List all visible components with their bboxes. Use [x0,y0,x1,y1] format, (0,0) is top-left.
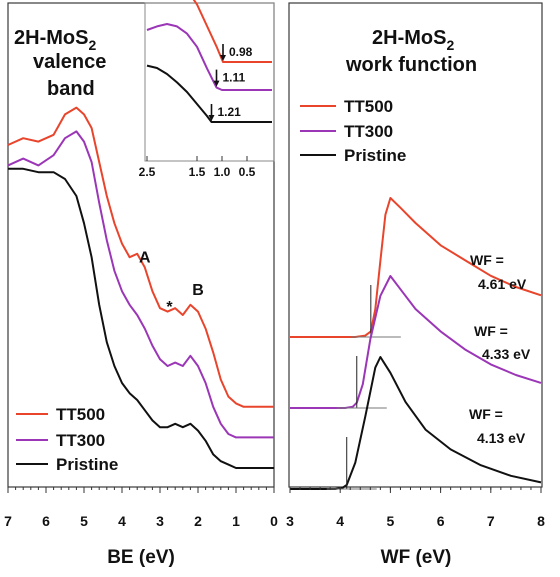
wf-curve-pristine [290,356,542,490]
valence-curve-tt300 [7,130,274,439]
work-function-labels: WF = 4.61 eV WF = 4.33 eV WF = 4.13 eV [469,252,531,446]
valence-band-x-ticks: 7 6 5 4 3 2 1 0 [4,487,278,529]
inset-x-tick-label: 1.0 [214,165,231,179]
valence-title-line1: 2H-MoS2 [14,27,96,53]
work-function-curves [290,197,542,490]
work-function-frame [288,2,543,488]
wf-value-label-pristine-line1: WF = [469,406,503,422]
wf-value-label-tt300-line1: WF = [474,323,508,339]
wf-curve-tt300 [290,275,542,409]
valence-inset: 2.5 1.5 1.0 0.5 0.98 1.11 1.21 [139,0,275,179]
wf-value-label-tt300-line2: 4.33 eV [482,346,531,362]
inset-curve-pristine [146,64,272,123]
valence-x-tick-label: 2 [194,513,202,529]
wf-x-tick-label: 5 [387,513,395,529]
wf-legend-label-tt500: TT500 [344,97,393,116]
legend-label-tt500: TT500 [56,405,105,424]
valence-band-curves [7,106,274,469]
valence-curve-tt500 [7,106,274,408]
inset-x-tick-label: 2.5 [139,165,156,179]
valence-title-line2: valence [33,51,106,73]
legend-label-tt300: TT300 [56,431,105,450]
valence-x-tick-label: 5 [80,513,88,529]
inset-curve-tt500 [192,0,272,63]
wf-legend-label-tt300: TT300 [344,122,393,141]
inset-frame [144,2,275,162]
valence-annotation-star: * [166,299,173,316]
valence-x-tick-label: 1 [232,513,240,529]
valence-annotation-a: A [139,250,151,267]
wf-x-tick-label: 8 [537,513,545,529]
valence-x-tick-label: 4 [118,513,126,529]
valence-curve-pristine [8,167,274,469]
inset-curves [146,0,272,123]
valence-annotation-b: B [192,282,204,299]
inset-onset-label-tt500: 0.98 [229,45,253,59]
valence-band-annotations: A * B [139,250,204,316]
wf-x-tick-label: 7 [487,513,495,529]
inset-annotations: 0.98 1.11 1.21 [208,44,253,121]
wf-value-label-pristine-line2: 4.13 eV [477,430,526,446]
inset-x-ticks: 2.5 1.5 1.0 0.5 [139,156,256,179]
valence-band-panel: 7 6 5 4 3 2 1 0 A * B 2H-MoS2 valence band TT500 … [4,2,278,568]
wf-x-tick-label: 4 [336,513,344,529]
valence-band-frame [7,2,275,488]
wf-legend: TT500 TT300 Pristine [300,97,406,165]
inset-x-tick-label: 1.5 [189,165,206,179]
valence-legend: TT500 TT300 Pristine [16,405,118,474]
inset-onset-label-tt300: 1.11 [223,71,246,85]
wf-title-line2: work function [345,54,477,76]
inset-arrow-head [208,115,215,121]
work-function-panel: 2H-MoS2 work function TT500 TT300 Pristi… [286,2,545,568]
wf-title-line1: 2H-MoS2 [372,27,454,53]
valence-x-axis-title: BE (eV) [107,547,175,568]
inset-x-tick-label: 0.5 [239,165,256,179]
inset-arrow-head [220,55,226,61]
wf-x-tick-label: 6 [437,513,445,529]
wf-curve-tt500 [290,197,542,338]
inset-arrow-head [213,80,220,87]
valence-x-tick-label: 7 [4,513,12,529]
valence-x-tick-label: 3 [156,513,164,529]
legend-label-pristine: Pristine [56,455,118,474]
wf-x-axis-title: WF (eV) [381,547,452,568]
work-function-x-ticks: 3 4 5 6 7 8 [286,487,545,529]
valence-x-tick-label: 0 [270,513,278,529]
wf-value-label-tt500-line2: 4.61 eV [478,276,527,292]
wf-x-tick-label: 3 [286,513,294,529]
inset-curve-tt300 [146,23,272,91]
wf-value-label-tt500-line1: WF = [470,252,504,268]
wf-legend-label-pristine: Pristine [344,146,406,165]
valence-x-tick-label: 6 [42,513,50,529]
valence-title-line3: band [47,78,95,100]
inset-onset-label-pristine: 1.21 [218,105,242,119]
